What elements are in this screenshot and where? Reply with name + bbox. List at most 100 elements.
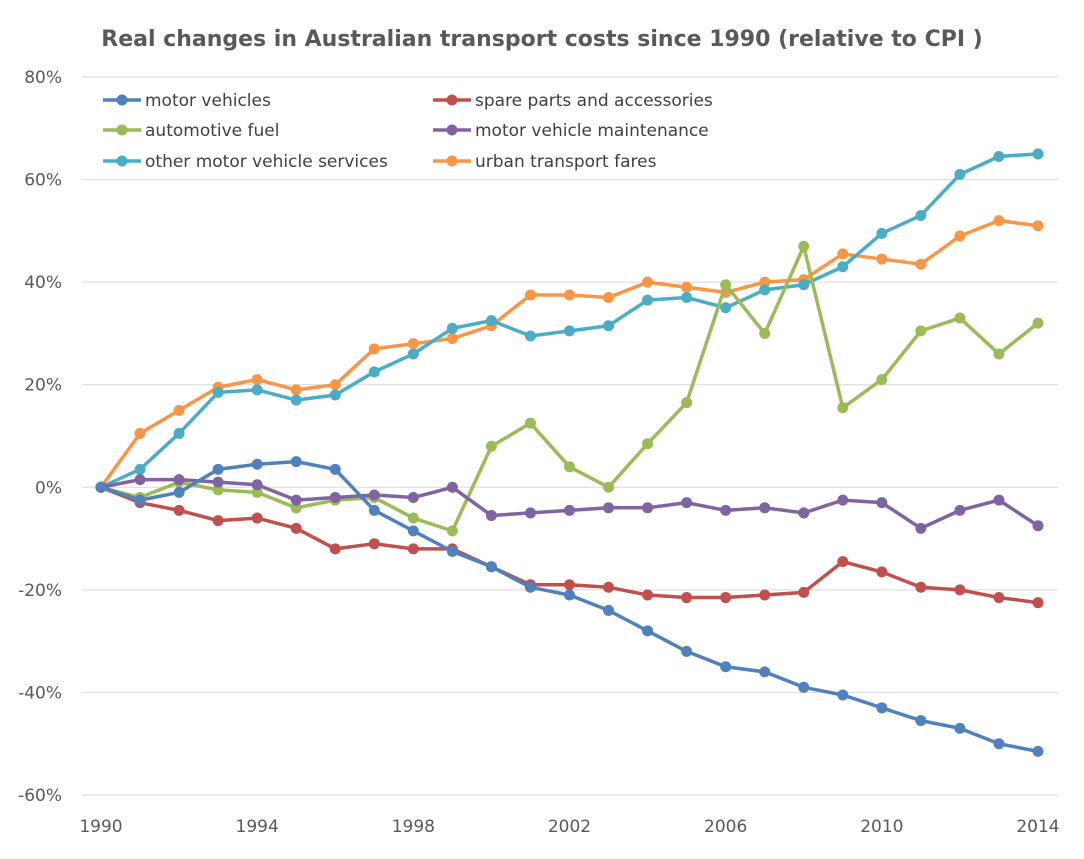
y-tick-label: -40%	[18, 683, 62, 703]
data-point	[564, 461, 575, 473]
data-point	[407, 492, 419, 504]
data-point	[837, 556, 849, 568]
data-point	[798, 586, 810, 598]
data-point	[837, 494, 849, 506]
data-point	[485, 561, 497, 573]
x-tick-label: 1990	[79, 817, 122, 837]
data-point	[212, 386, 224, 398]
data-point	[642, 625, 654, 637]
data-point	[524, 330, 536, 342]
x-tick-label: 2002	[548, 817, 591, 837]
data-point	[564, 289, 575, 301]
data-point	[485, 440, 497, 452]
data-point	[407, 543, 419, 555]
series-automotive-fuel	[95, 240, 1044, 537]
data-point	[993, 150, 1005, 162]
data-point	[485, 509, 497, 521]
data-point	[134, 474, 146, 486]
data-point	[681, 397, 693, 409]
data-point	[251, 512, 263, 524]
data-point	[212, 515, 224, 527]
data-point	[407, 338, 419, 350]
data-point	[954, 722, 966, 734]
data-point	[564, 589, 575, 601]
data-point	[603, 581, 615, 593]
data-point	[915, 581, 927, 593]
data-point	[720, 661, 732, 673]
data-point	[798, 240, 810, 252]
legend-label: motor vehicles	[145, 91, 271, 111]
data-point	[290, 394, 302, 406]
data-point	[134, 494, 146, 506]
data-point	[759, 327, 771, 339]
data-point	[446, 333, 458, 345]
y-tick-label: -60%	[18, 786, 62, 806]
data-point	[915, 715, 927, 727]
data-point	[642, 589, 654, 601]
data-point	[759, 589, 771, 601]
series-lines	[95, 148, 1044, 757]
x-tick-label: 2010	[860, 817, 903, 837]
data-point	[368, 538, 380, 550]
data-point	[681, 292, 693, 304]
data-point	[251, 486, 263, 498]
legend-label: spare parts and accessories	[475, 91, 713, 111]
data-point	[290, 522, 302, 534]
data-point	[603, 502, 615, 514]
series-line	[100, 244, 1040, 533]
data-point	[251, 458, 263, 470]
data-point	[954, 584, 966, 596]
x-tick-label: 1998	[392, 817, 435, 837]
data-point	[603, 292, 615, 304]
data-point	[524, 289, 536, 301]
data-point	[564, 325, 575, 337]
data-point	[915, 522, 927, 534]
data-point	[212, 463, 224, 475]
series-urban-transport-fares	[95, 215, 1044, 493]
data-point	[95, 481, 107, 493]
data-point	[173, 404, 185, 416]
data-point	[1032, 148, 1044, 160]
data-point	[1032, 317, 1044, 329]
data-point	[642, 276, 654, 288]
data-point	[798, 507, 810, 519]
data-point	[564, 504, 575, 516]
data-point	[1032, 220, 1044, 232]
data-point	[485, 315, 497, 327]
data-point	[329, 492, 341, 504]
data-point	[603, 604, 615, 616]
data-point	[212, 476, 224, 488]
x-tick-label: 2014	[1016, 817, 1059, 837]
data-point	[954, 504, 966, 516]
legend-item: automotive fuel	[103, 121, 279, 141]
data-point	[954, 230, 966, 242]
data-point	[524, 581, 536, 593]
data-point	[446, 545, 458, 557]
data-point	[642, 438, 654, 450]
data-point	[642, 294, 654, 306]
data-point	[642, 502, 654, 514]
data-point	[759, 284, 771, 296]
data-point	[524, 507, 536, 519]
data-point	[290, 494, 302, 506]
data-point	[993, 494, 1005, 506]
series-spare-parts-and-accessories	[95, 481, 1044, 609]
data-point	[446, 525, 458, 537]
y-tick-label: 20%	[24, 376, 62, 396]
data-point	[798, 681, 810, 693]
data-point	[993, 592, 1005, 604]
x-axis-ticks: 1990 1994 1998 2002 2006 2010 2014	[79, 817, 1059, 837]
legend-marker	[446, 124, 458, 136]
legend-marker	[446, 155, 458, 167]
legend-label: urban transport fares	[475, 152, 657, 172]
data-point	[524, 417, 536, 429]
data-point	[368, 366, 380, 378]
data-point	[993, 738, 1005, 750]
data-point	[720, 504, 732, 516]
chart-title: Real changes in Australian transport cos…	[101, 27, 982, 52]
data-point	[954, 312, 966, 324]
data-point	[837, 402, 849, 414]
data-point	[251, 479, 263, 491]
y-tick-label: -20%	[18, 581, 62, 601]
